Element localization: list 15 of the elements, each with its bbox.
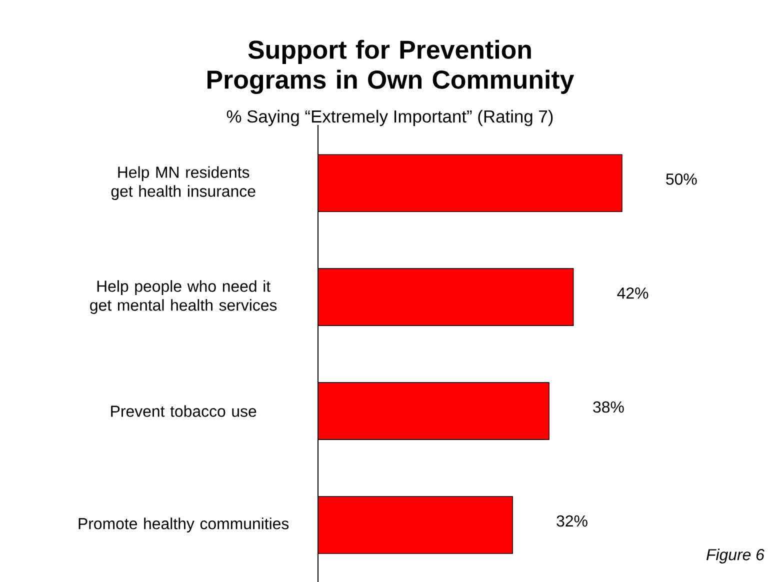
bar (318, 496, 513, 554)
data-label: 42% (617, 287, 648, 299)
bar (318, 154, 622, 212)
data-label: 32% (556, 515, 588, 527)
y-tick-label: Help people who need it get mental health services (90, 280, 277, 314)
caption: Figure 6 (706, 548, 764, 564)
bar (318, 382, 550, 440)
bar (318, 268, 574, 326)
chart-subtitle: % Saying “Extremely Important” (Rating 7) (226, 110, 553, 126)
y-tick-label: Prevent tobacco use (111, 405, 256, 417)
y-tick-label: Promote healthy communities (78, 518, 289, 532)
data-label: 38% (593, 401, 624, 413)
data-label: 50% (666, 173, 697, 185)
y-tick-label: Help MN residents get health insurance (111, 166, 256, 200)
chart-title: Support for Prevention Programs in Own Community (208, 40, 574, 94)
